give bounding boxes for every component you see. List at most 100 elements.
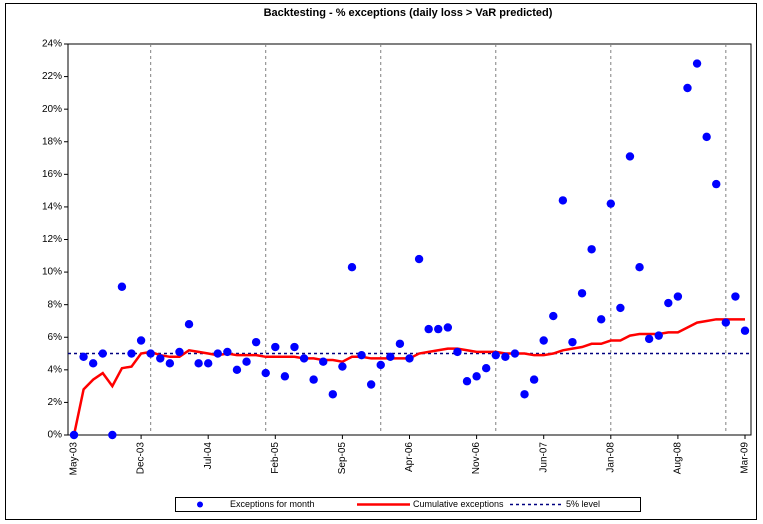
y-tick-label: 24% (42, 39, 62, 50)
data-point (347, 262, 357, 272)
data-point (692, 59, 702, 68)
data-point (549, 311, 558, 321)
data-point (577, 289, 587, 298)
data-point (491, 350, 500, 360)
data-point (357, 350, 366, 360)
data-point (606, 199, 615, 208)
data-point (299, 354, 309, 363)
data-point (280, 372, 290, 381)
data-point (156, 354, 165, 363)
data-point (702, 132, 711, 142)
data-point (366, 380, 376, 389)
data-point (88, 359, 98, 368)
x-tick-label: Jun-07 (538, 442, 549, 473)
data-point (520, 390, 529, 399)
legend-label: 5% level (566, 499, 600, 509)
data-point (338, 362, 347, 371)
data-point (376, 360, 385, 370)
x-tick-label: Sep-05 (337, 442, 348, 475)
data-point (98, 349, 107, 358)
y-tick-label: 2% (48, 397, 63, 408)
data-point (424, 324, 433, 334)
data-point (644, 334, 654, 344)
data-point (309, 375, 318, 384)
x-tick-label: Nov-06 (471, 442, 482, 475)
data-point (319, 357, 328, 366)
x-tick-label: Mar-09 (740, 442, 751, 474)
x-tick-label: May-03 (69, 442, 80, 476)
data-point (328, 390, 338, 399)
data-point (462, 377, 472, 386)
data-point (242, 357, 251, 366)
data-point (721, 318, 731, 327)
y-tick-label: 22% (42, 71, 62, 82)
legend-label: Cumulative exceptions (413, 499, 504, 509)
data-point (654, 331, 663, 340)
data-point (597, 315, 606, 324)
y-tick-label: 4% (48, 364, 63, 375)
data-point (290, 342, 299, 352)
y-tick-label: 0% (48, 430, 63, 441)
data-point (271, 342, 280, 352)
data-point (712, 179, 721, 189)
x-tick-label: Apr-06 (404, 442, 415, 472)
data-point (127, 349, 136, 358)
data-point (510, 349, 520, 358)
data-point (261, 368, 270, 378)
data-point (223, 347, 232, 357)
y-tick-label: 10% (42, 267, 62, 278)
data-point (568, 337, 577, 347)
legend-label: Exceptions for month (230, 499, 315, 509)
data-point (472, 372, 481, 381)
data-point (740, 326, 750, 335)
data-point (136, 336, 146, 345)
data-point (405, 354, 414, 363)
data-point (165, 359, 175, 368)
data-point (146, 349, 155, 358)
data-point (213, 349, 222, 358)
data-point (501, 352, 510, 361)
data-point (79, 352, 88, 361)
data-point (414, 254, 424, 264)
data-point (683, 83, 692, 93)
legend-marker (197, 501, 203, 508)
data-point (587, 245, 596, 254)
data-point (635, 262, 644, 272)
data-point (434, 324, 443, 334)
y-tick-label: 20% (42, 104, 62, 115)
data-point (673, 292, 683, 301)
data-point (232, 365, 242, 375)
data-point (251, 337, 261, 347)
data-point (395, 339, 405, 348)
data-point (731, 292, 740, 301)
chart-title: Backtesting - % exceptions (daily loss >… (264, 7, 553, 19)
data-point (481, 364, 491, 373)
data-point (625, 152, 635, 161)
x-tick-label: Feb-05 (270, 442, 281, 474)
y-tick-label: 14% (42, 202, 62, 213)
plot-area (67, 43, 752, 436)
data-point (558, 196, 568, 205)
data-point (69, 430, 79, 440)
data-point (108, 430, 117, 440)
data-point (539, 336, 548, 345)
data-point (664, 298, 673, 308)
y-tick-label: 18% (42, 136, 62, 147)
x-tick-label: Aug-08 (673, 442, 684, 475)
data-point (616, 303, 625, 313)
data-point (184, 320, 194, 329)
x-tick-label: Jan-08 (605, 442, 616, 473)
data-point (443, 323, 453, 332)
x-tick-label: Dec-03 (136, 442, 147, 475)
data-point (204, 359, 213, 368)
y-tick-label: 12% (42, 234, 62, 245)
data-point (386, 352, 395, 361)
data-point (175, 347, 184, 357)
y-tick-label: 6% (48, 332, 63, 343)
data-point (117, 282, 127, 291)
x-tick-label: Jul-04 (203, 442, 214, 470)
data-point (529, 375, 539, 384)
y-tick-label: 8% (48, 299, 63, 310)
data-point (194, 359, 203, 368)
